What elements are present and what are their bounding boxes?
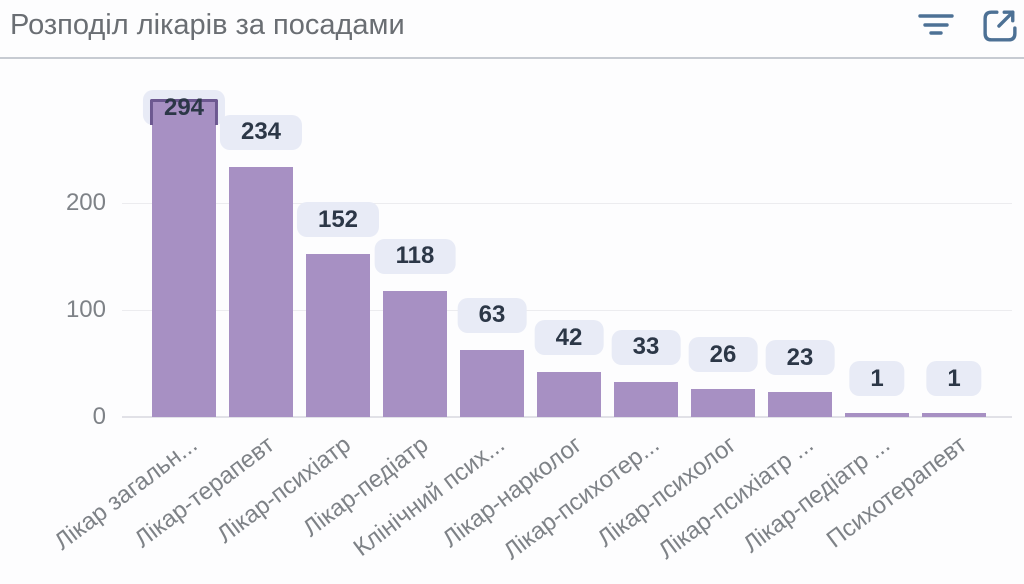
value-label-text: 152: [317, 205, 359, 233]
bar[interactable]: [460, 349, 524, 417]
bar[interactable]: [383, 290, 447, 417]
x-axis-category-label: Лікар-психіатр: [212, 431, 357, 549]
value-label: 23: [765, 340, 835, 376]
value-label: 63: [457, 297, 527, 333]
value-label-text: 23: [786, 343, 814, 371]
bar[interactable]: [922, 413, 986, 417]
value-label: 234: [219, 114, 303, 150]
bar[interactable]: [768, 392, 832, 417]
bar[interactable]: [306, 254, 370, 417]
x-axis-line: [122, 416, 1012, 418]
bar[interactable]: [845, 413, 909, 417]
bar[interactable]: [537, 372, 601, 417]
value-label: 26: [688, 337, 758, 373]
value-label-text: 234: [240, 118, 282, 146]
value-label-text: 1: [870, 364, 884, 392]
y-axis-tick-label: 200: [65, 189, 106, 216]
filter-button[interactable]: [916, 12, 956, 38]
value-label-text: 42: [555, 323, 583, 351]
value-label-text: 26: [709, 340, 737, 368]
value-label: 294: [142, 90, 226, 125]
page-title: Розподіл лікарів за посадами: [10, 9, 405, 41]
value-label: 152: [296, 202, 380, 238]
filter-icon: [918, 14, 954, 35]
value-label-text: 33: [632, 333, 660, 361]
bar[interactable]: [691, 389, 755, 417]
value-label: 33: [611, 329, 681, 365]
gridline: [122, 309, 1012, 311]
y-axis-tick-label: 0: [92, 403, 106, 430]
value-label: 118: [374, 238, 456, 274]
value-label-text: 1: [947, 364, 961, 392]
value-label: 1: [849, 361, 905, 396]
value-label-text: 118: [395, 242, 435, 270]
y-axis-tick-label: 100: [65, 296, 106, 323]
bar[interactable]: [152, 102, 216, 417]
value-label: 42: [534, 320, 604, 356]
header-divider: [0, 57, 1024, 59]
gridline: [122, 202, 1012, 204]
value-label-text: 294: [163, 93, 205, 121]
bar[interactable]: [614, 381, 678, 417]
bar-top-outline: [149, 99, 218, 125]
value-label-text: 63: [478, 301, 506, 329]
value-label: 1: [926, 361, 982, 396]
expand-icon: [983, 10, 1017, 42]
expand-button[interactable]: [981, 9, 1019, 43]
bar[interactable]: [229, 166, 293, 417]
x-axis-category-label: Психотерапевт: [822, 431, 973, 554]
